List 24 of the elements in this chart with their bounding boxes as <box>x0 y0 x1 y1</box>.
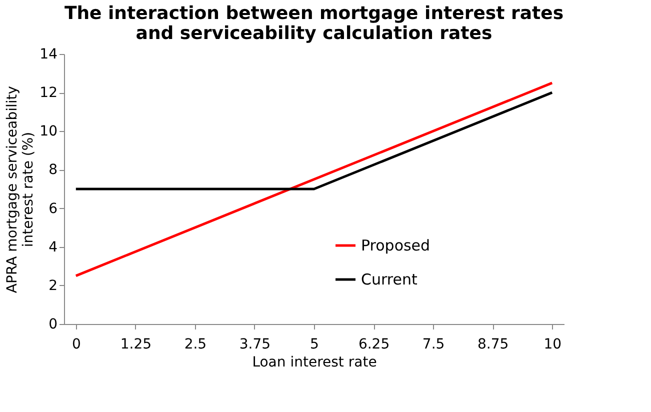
x-tick-label: 0 <box>72 336 81 352</box>
y-tick-label: 12 <box>40 85 58 102</box>
legend-label: Current <box>361 270 418 288</box>
x-tick-label: 8.75 <box>477 336 509 352</box>
y-tick-label: 2 <box>48 278 58 294</box>
y-tick-label: 10 <box>40 124 58 140</box>
text: The interaction between mortgage interest rates <box>64 3 564 24</box>
x-tick-label: 10 <box>544 336 562 352</box>
legend-label: Proposed <box>361 236 430 254</box>
x-tick-label: 5 <box>310 336 319 352</box>
x-tick-label: 3.75 <box>239 336 271 352</box>
y-tick-label: 8 <box>48 162 58 178</box>
x-tick-label: 2.5 <box>184 336 207 352</box>
x-axis-title: Loan interest rate <box>252 354 377 370</box>
text: and serviceability calculation rates <box>136 23 492 44</box>
y-tick-label: 14 <box>40 46 58 62</box>
text: interest rate (%) <box>20 132 37 248</box>
x-tick-label: 6.25 <box>358 336 390 352</box>
x-tick-label: 1.25 <box>120 336 152 352</box>
y-tick-label: 0 <box>48 316 58 332</box>
y-tick-label: 6 <box>48 200 58 217</box>
y-tick-label: 4 <box>48 239 58 256</box>
x-tick-label: 7.5 <box>422 336 445 352</box>
text: APRA mortgage serviceability <box>4 86 21 294</box>
